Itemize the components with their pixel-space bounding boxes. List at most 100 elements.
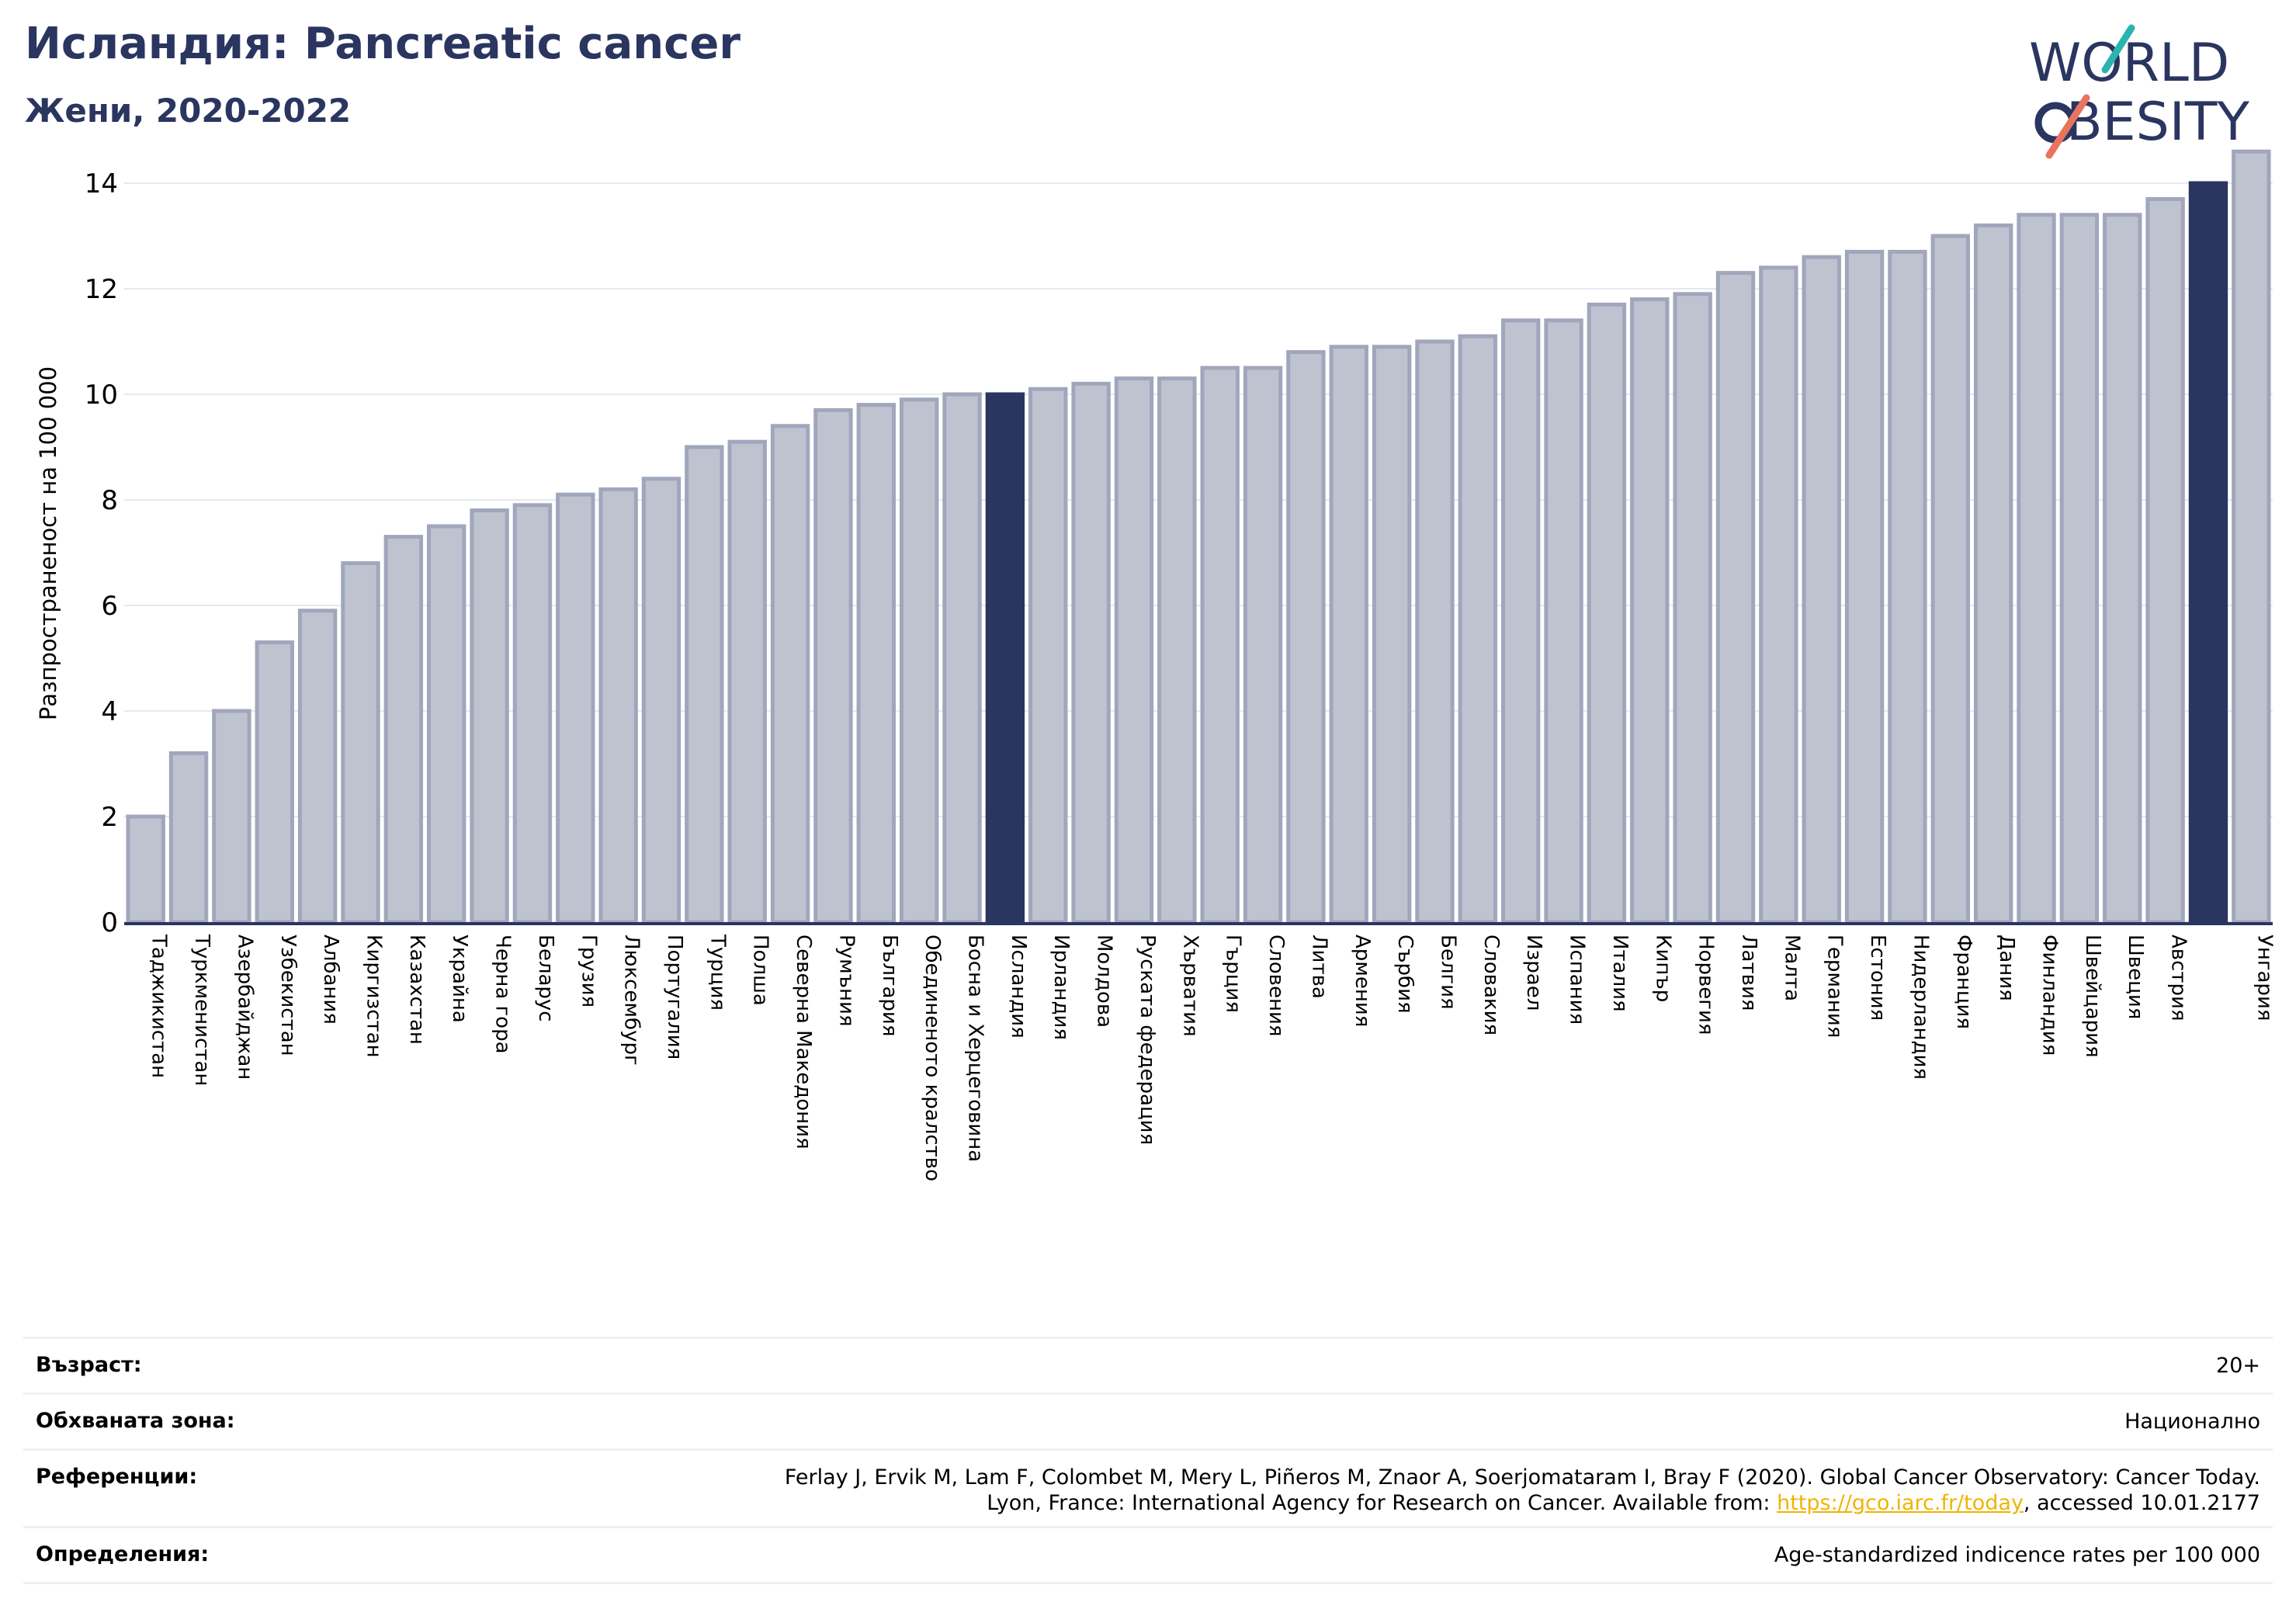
x-tick-label: Финландия — [2038, 935, 2062, 1056]
y-tick-label: 0 — [101, 907, 118, 938]
x-tick-label: Швейцария — [2081, 935, 2104, 1058]
x-tick-label: Португалия — [663, 935, 686, 1059]
bar — [856, 403, 896, 924]
x-tick-label: Латвия — [1737, 935, 1760, 1011]
y-tick-label: 6 — [101, 591, 118, 622]
meta-age-value: 20+ — [2216, 1354, 2260, 1378]
x-tick-label: Естония — [1866, 935, 1889, 1021]
bar — [1286, 350, 1326, 924]
y-tick-label: 12 — [85, 274, 118, 305]
meta-coverage-label: Обхваната зона: — [36, 1409, 235, 1433]
bar — [1888, 249, 1927, 924]
x-tick-label: Исландия — [1007, 935, 1030, 1039]
page-subtitle: Жени, 2020-2022 — [25, 92, 352, 130]
x-tick-label: Турция — [706, 934, 729, 1011]
x-tick-label: Полша — [749, 935, 772, 1006]
bar — [1458, 334, 1498, 924]
bar-highlighted — [2188, 181, 2228, 924]
y-axis-label: Разпространеност на 100 000 — [35, 366, 61, 720]
bar — [1329, 345, 1368, 924]
page-title: Исландия: Pancreatic cancer — [25, 19, 740, 69]
y-axis-ticks: 0 2 4 6 8 10 12 14 — [85, 168, 118, 938]
x-tick-label: Франция — [1952, 935, 1975, 1029]
logo-text-rld: RLD — [2123, 33, 2230, 94]
bar — [1028, 387, 1068, 924]
y-tick-label: 10 — [85, 380, 118, 411]
x-tick-label: България — [878, 935, 901, 1036]
bar — [2059, 213, 2100, 924]
bar — [1544, 318, 1583, 924]
bar — [1715, 271, 1756, 924]
meta-definitions-label: Определения: — [36, 1542, 210, 1566]
reference-line-1: Ferlay J, Ervik M, Lam F, Colombet M, Me… — [784, 1465, 2260, 1489]
reference-line-2-suffix: , accessed 10.01.2177 — [2023, 1491, 2260, 1515]
x-tick-label: Грузия — [577, 935, 600, 1007]
bar-chart: 0 2 4 6 8 10 12 14 Таджикистан Туркменистан Азерб… — [35, 149, 2277, 1181]
bar — [1372, 345, 1412, 924]
bar — [1200, 366, 1240, 924]
x-tick-label: Хърватия — [1178, 935, 1202, 1037]
x-tick-label: Гърция — [1222, 935, 1245, 1013]
y-tick-label: 2 — [101, 802, 118, 833]
x-tick-label: Словакия — [1479, 935, 1503, 1035]
bar — [2103, 213, 2142, 924]
bar — [1973, 223, 2013, 924]
x-tick-label: Киргизстан — [362, 935, 385, 1058]
x-tick-label: Албания — [319, 935, 342, 1025]
x-tick-label: Таджикистан — [147, 934, 171, 1078]
meta-row-references: Референции: Ferlay J, Ervik M, Lam F, Co… — [23, 1451, 2273, 1528]
meta-coverage-value: Национално — [2124, 1410, 2260, 1434]
bar — [2232, 149, 2271, 924]
meta-row-definitions: Определения: Age-standardized indicence … — [23, 1528, 2273, 1584]
x-tick-label: Босна и Херцеговина — [964, 935, 987, 1162]
bar — [770, 424, 810, 924]
x-tick-label: Сърбия — [1393, 935, 1417, 1014]
bar — [1673, 292, 1712, 924]
bar — [899, 397, 939, 924]
bar — [727, 439, 767, 924]
logo-text-o: O — [2081, 33, 2123, 94]
x-tick-label: Армения — [1351, 935, 1374, 1027]
bar — [341, 561, 380, 924]
x-axis-labels: Таджикистан Туркменистан Азербайджан Узбеки… — [147, 934, 2277, 1181]
bar — [1243, 366, 1283, 924]
y-tick-label: 8 — [101, 485, 118, 516]
x-tick-label: Италия — [1608, 935, 1632, 1012]
meta-age-label: Възраст: — [36, 1353, 142, 1377]
bar — [1630, 297, 1670, 924]
bar — [1930, 234, 1970, 924]
bar — [598, 487, 638, 924]
bar — [2017, 213, 2056, 924]
bar — [1157, 376, 1197, 924]
logo-text-w: W — [2029, 33, 2081, 94]
world-obesity-logo: WORLD BESITY — [2029, 24, 2249, 159]
meta-references-label: Референции: — [36, 1465, 198, 1489]
bar — [1071, 381, 1111, 924]
x-tick-label: Норвегия — [1694, 935, 1718, 1035]
reference-link[interactable]: https://gco.iarc.fr/today — [1777, 1491, 2024, 1515]
x-tick-label: Черна гора — [491, 935, 515, 1054]
bar — [427, 524, 466, 924]
bar — [2145, 196, 2185, 924]
meta-definitions-value: Age-standardized indicence rates per 100… — [1774, 1543, 2260, 1567]
x-tick-label: Белгия — [1436, 935, 1459, 1010]
x-tick-label: Казахстан — [405, 935, 428, 1045]
x-tick-label: Швеция — [2124, 935, 2147, 1019]
x-tick-label: Люксембург — [620, 935, 643, 1066]
x-tick-label: Малта — [1780, 935, 1803, 1001]
logo-text-besity: BESITY — [2066, 92, 2249, 153]
metadata-table: Възраст: 20+ Обхваната зона: Национално … — [23, 1337, 2273, 1584]
x-tick-label: Израел — [1522, 935, 1545, 1011]
svg-text:WORLD: WORLD — [2029, 33, 2229, 94]
y-tick-label: 4 — [101, 696, 118, 727]
x-tick-label: Беларус — [534, 935, 557, 1022]
bar — [942, 392, 982, 924]
bar — [1587, 302, 1627, 924]
meta-references-value: Ferlay J, Ervik M, Lam F, Colombet M, Me… — [785, 1465, 2260, 1516]
logo-teal-slash — [2101, 24, 2135, 74]
x-tick-label: Литва — [1307, 935, 1330, 999]
bar — [126, 814, 165, 924]
bar — [1114, 376, 1154, 924]
x-tick-label: Молдова — [1093, 935, 1116, 1028]
logo-coral-slash — [2045, 94, 2090, 159]
